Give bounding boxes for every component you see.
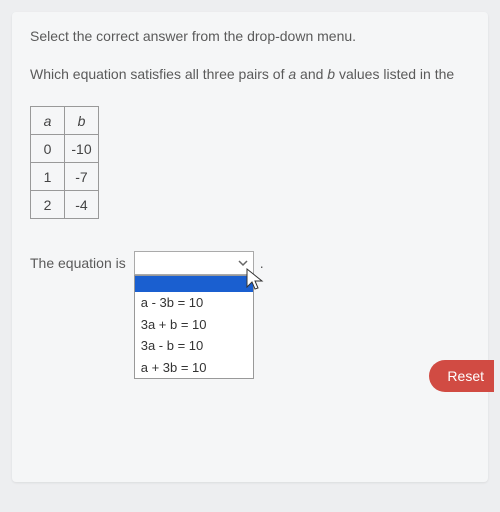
dropdown-option-blank[interactable]: [135, 276, 253, 292]
table-row: 0 -10: [31, 135, 99, 163]
cell-b: -4: [65, 191, 99, 219]
dropdown-list: a - 3b = 10 3a + b = 10 3a - b = 10 a + …: [134, 275, 254, 379]
question-mid: and: [296, 66, 327, 82]
sentence-period: .: [260, 251, 264, 271]
question-panel: Select the correct answer from the drop-…: [12, 12, 488, 482]
col-header-a: a: [31, 107, 65, 135]
question-text: Which equation satisfies all three pairs…: [30, 66, 470, 82]
cell-a: 2: [31, 191, 65, 219]
table-row: 2 -4: [31, 191, 99, 219]
dropdown-option[interactable]: a + 3b = 10: [135, 357, 253, 379]
cell-b: -10: [65, 135, 99, 163]
dropdown-option[interactable]: 3a + b = 10: [135, 314, 253, 336]
cell-a: 0: [31, 135, 65, 163]
values-table: a b 0 -10 1 -7 2 -4: [30, 106, 99, 219]
table-header-row: a b: [31, 107, 99, 135]
dropdown-field[interactable]: [134, 251, 254, 275]
instruction-text: Select the correct answer from the drop-…: [30, 28, 470, 44]
answer-dropdown[interactable]: a - 3b = 10 3a + b = 10 3a - b = 10 a + …: [134, 251, 254, 275]
cell-a: 1: [31, 163, 65, 191]
cell-b: -7: [65, 163, 99, 191]
variable-a: a: [288, 66, 296, 82]
equation-label: The equation is: [30, 251, 126, 271]
dropdown-option[interactable]: a - 3b = 10: [135, 292, 253, 314]
chevron-down-icon: [237, 257, 249, 269]
col-header-b: b: [65, 107, 99, 135]
variable-b: b: [327, 66, 335, 82]
question-suffix: values listed in the: [335, 66, 454, 82]
reset-button[interactable]: Reset: [429, 360, 494, 392]
equation-line: The equation is a - 3b = 10 3a + b = 10 …: [30, 251, 470, 275]
question-prefix: Which equation satisfies all three pairs…: [30, 66, 288, 82]
table-row: 1 -7: [31, 163, 99, 191]
dropdown-option[interactable]: 3a - b = 10: [135, 335, 253, 357]
